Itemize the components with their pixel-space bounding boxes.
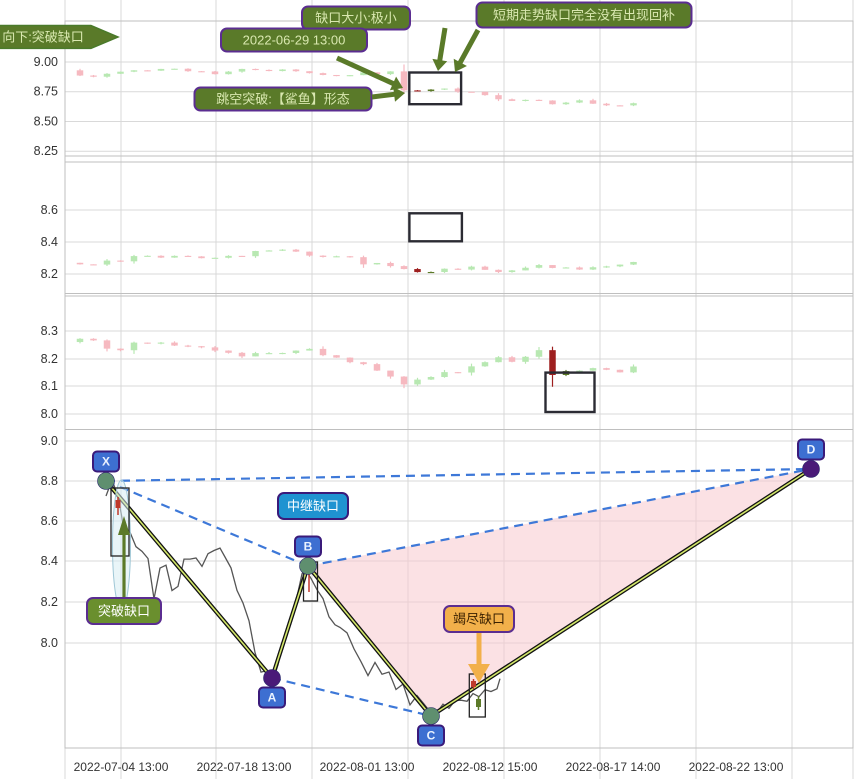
svg-text:8.2: 8.2 xyxy=(41,267,58,281)
svg-text:8.50: 8.50 xyxy=(34,115,58,129)
svg-text:2022-06-29 13:00: 2022-06-29 13:00 xyxy=(243,33,346,48)
svg-text:8.3: 8.3 xyxy=(41,324,58,338)
svg-text:缺口大小:极小: 缺口大小:极小 xyxy=(315,11,397,26)
svg-text:短期走势缺口完全没有出现回补: 短期走势缺口完全没有出现回补 xyxy=(493,8,675,23)
svg-text:8.1: 8.1 xyxy=(41,379,58,393)
svg-text:突破缺口: 突破缺口 xyxy=(98,604,150,619)
svg-text:8.6: 8.6 xyxy=(41,203,58,217)
svg-text:8.4: 8.4 xyxy=(41,235,58,249)
svg-text:8.25: 8.25 xyxy=(34,144,58,158)
svg-text:2022-08-01 13:00: 2022-08-01 13:00 xyxy=(320,760,415,774)
svg-text:2022-08-22 13:00: 2022-08-22 13:00 xyxy=(689,760,784,774)
svg-text:8.0: 8.0 xyxy=(41,407,58,421)
svg-text:8.4: 8.4 xyxy=(41,554,58,568)
svg-text:8.0: 8.0 xyxy=(41,636,58,650)
svg-text:2022-07-18 13:00: 2022-07-18 13:00 xyxy=(197,760,292,774)
svg-text:跳空突破:【鲨鱼】形态: 跳空突破:【鲨鱼】形态 xyxy=(216,92,350,107)
svg-text:8.2: 8.2 xyxy=(41,352,58,366)
svg-text:A: A xyxy=(268,691,277,705)
svg-text:9.0: 9.0 xyxy=(41,434,58,448)
svg-text:D: D xyxy=(807,443,816,457)
svg-text:中继缺口: 中继缺口 xyxy=(287,499,339,514)
svg-text:X: X xyxy=(102,455,110,469)
svg-text:8.75: 8.75 xyxy=(34,85,58,99)
svg-text:9.00: 9.00 xyxy=(34,55,58,69)
svg-text:2022-08-17 14:00: 2022-08-17 14:00 xyxy=(566,760,661,774)
svg-text:8.8: 8.8 xyxy=(41,474,58,488)
svg-text:8.2: 8.2 xyxy=(41,595,58,609)
svg-text:8.6: 8.6 xyxy=(41,514,58,528)
svg-text:C: C xyxy=(427,729,436,743)
svg-text:向下:突破缺口: 向下:突破缺口 xyxy=(2,30,84,45)
svg-text:2022-08-12 15:00: 2022-08-12 15:00 xyxy=(443,760,538,774)
svg-text:B: B xyxy=(304,540,313,554)
svg-text:2022-07-04 13:00: 2022-07-04 13:00 xyxy=(74,760,169,774)
svg-text:竭尽缺口: 竭尽缺口 xyxy=(453,612,505,627)
